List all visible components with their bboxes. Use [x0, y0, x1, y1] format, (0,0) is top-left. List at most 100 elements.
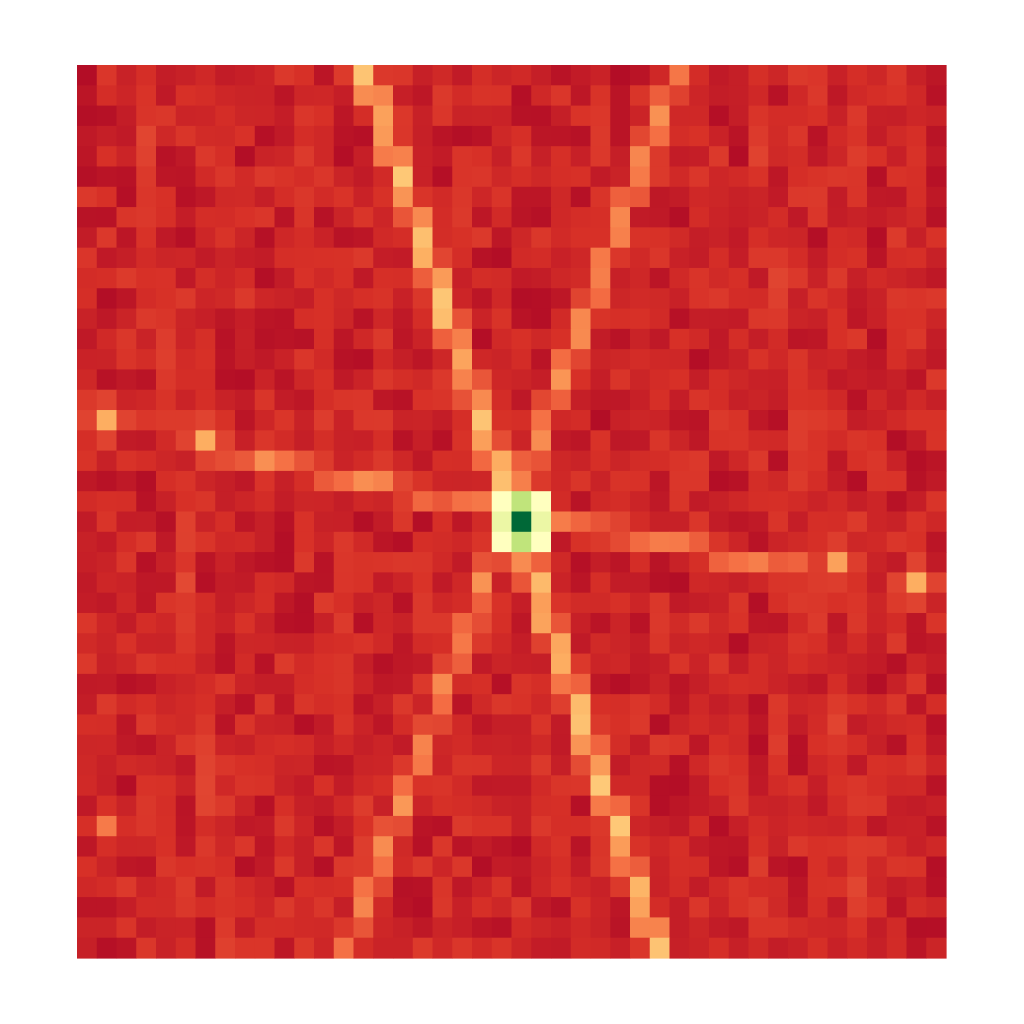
- heatmap-cell: [807, 207, 829, 228]
- heatmap-cell: [906, 85, 927, 107]
- heatmap-cell: [254, 775, 276, 797]
- heatmap-cell: [788, 876, 809, 898]
- heatmap-cell: [314, 572, 335, 594]
- heatmap-cell: [215, 937, 236, 959]
- heatmap-cell: [610, 633, 631, 655]
- heatmap-cell: [649, 572, 671, 594]
- heatmap-cell: [215, 450, 236, 472]
- heatmap-cell: [452, 125, 473, 147]
- heatmap-cell: [511, 694, 532, 716]
- heatmap-cell: [452, 288, 473, 310]
- heatmap-cell: [491, 186, 513, 208]
- heatmap-cell: [373, 653, 394, 675]
- heatmap-cell: [709, 105, 730, 127]
- heatmap-cell: [452, 673, 473, 695]
- heatmap-cell: [314, 734, 335, 756]
- heatmap-cell: [590, 105, 611, 127]
- heatmap-cell: [195, 633, 216, 655]
- heatmap-cell: [867, 694, 888, 716]
- heatmap-cell: [254, 815, 276, 837]
- heatmap-cell: [432, 105, 453, 127]
- heatmap-cell: [709, 125, 730, 147]
- heatmap-cell: [847, 917, 868, 939]
- heatmap-cell: [175, 653, 197, 675]
- heatmap-cell: [847, 267, 868, 289]
- heatmap-cell: [926, 815, 947, 837]
- heatmap-cell: [77, 775, 98, 797]
- heatmap-cell: [235, 65, 256, 86]
- heatmap-cell: [274, 288, 295, 310]
- heatmap-cell: [926, 186, 947, 208]
- heatmap-cell: [590, 755, 611, 776]
- heatmap-cell: [116, 491, 137, 513]
- heatmap-cell: [768, 815, 789, 837]
- heatmap-cell: [156, 389, 177, 411]
- heatmap-cell: [432, 673, 453, 695]
- heatmap-cell: [689, 856, 710, 878]
- heatmap-cell: [294, 389, 315, 411]
- heatmap-cell: [926, 856, 947, 878]
- heatmap-cell: [728, 897, 750, 919]
- heatmap-cell: [570, 917, 592, 939]
- heatmap-cell: [77, 146, 98, 168]
- heatmap-cell: [531, 755, 552, 776]
- heatmap-cell: [511, 105, 532, 127]
- heatmap-cell: [689, 755, 710, 776]
- heatmap-cell: [788, 105, 809, 127]
- heatmap-cell: [847, 85, 868, 107]
- heatmap-cell: [353, 633, 374, 655]
- heatmap-cell: [788, 795, 809, 817]
- heatmap-cell: [452, 592, 473, 614]
- heatmap-cell: [491, 227, 513, 249]
- heatmap-cell: [689, 186, 710, 208]
- heatmap-cell: [511, 65, 532, 86]
- heatmap-cell: [294, 146, 315, 168]
- heatmap-cell: [491, 876, 513, 898]
- heatmap-cell: [294, 633, 315, 655]
- heatmap-cell: [393, 267, 414, 289]
- heatmap-cell: [847, 572, 868, 594]
- heatmap-cell: [748, 389, 769, 411]
- heatmap-cell: [96, 572, 118, 594]
- heatmap-cell: [689, 897, 710, 919]
- heatmap-cell: [630, 389, 651, 411]
- heatmap-cell: [452, 410, 473, 431]
- heatmap-cell: [630, 105, 651, 127]
- heatmap-cell: [906, 552, 927, 573]
- heatmap-cell: [353, 288, 374, 310]
- heatmap-cell: [156, 247, 177, 269]
- heatmap-cell: [393, 937, 414, 959]
- heatmap-cell: [77, 734, 98, 756]
- heatmap-cell: [294, 755, 315, 776]
- heatmap-cell: [709, 308, 730, 330]
- heatmap-cell: [847, 815, 868, 837]
- heatmap-cell: [669, 166, 690, 188]
- heatmap-cell: [886, 633, 908, 655]
- heatmap-cell: [353, 207, 374, 228]
- heatmap-cell: [373, 592, 394, 614]
- heatmap-cell: [136, 714, 157, 736]
- heatmap-cell: [728, 917, 750, 939]
- heatmap-cell: [116, 308, 137, 330]
- heatmap-cell: [551, 734, 572, 756]
- heatmap-cell: [768, 288, 789, 310]
- heatmap-cell: [393, 288, 414, 310]
- heatmap-cell: [807, 795, 829, 817]
- heatmap-cell: [393, 227, 414, 249]
- heatmap-cell: [511, 389, 532, 411]
- heatmap-cell: [156, 775, 177, 797]
- heatmap-cell: [630, 775, 651, 797]
- heatmap-cell: [175, 795, 197, 817]
- heatmap-cell: [136, 65, 157, 86]
- heatmap-cell: [610, 470, 631, 492]
- heatmap-cell: [669, 105, 690, 127]
- heatmap-cell: [551, 633, 572, 655]
- heatmap-cell: [235, 288, 256, 310]
- heatmap-cell: [452, 917, 473, 939]
- heatmap-cell: [274, 430, 295, 452]
- heatmap-cell: [175, 572, 197, 594]
- heatmap-cell: [96, 247, 118, 269]
- heatmap-cell: [491, 450, 513, 472]
- heatmap-cell: [709, 369, 730, 391]
- heatmap-cell: [570, 186, 592, 208]
